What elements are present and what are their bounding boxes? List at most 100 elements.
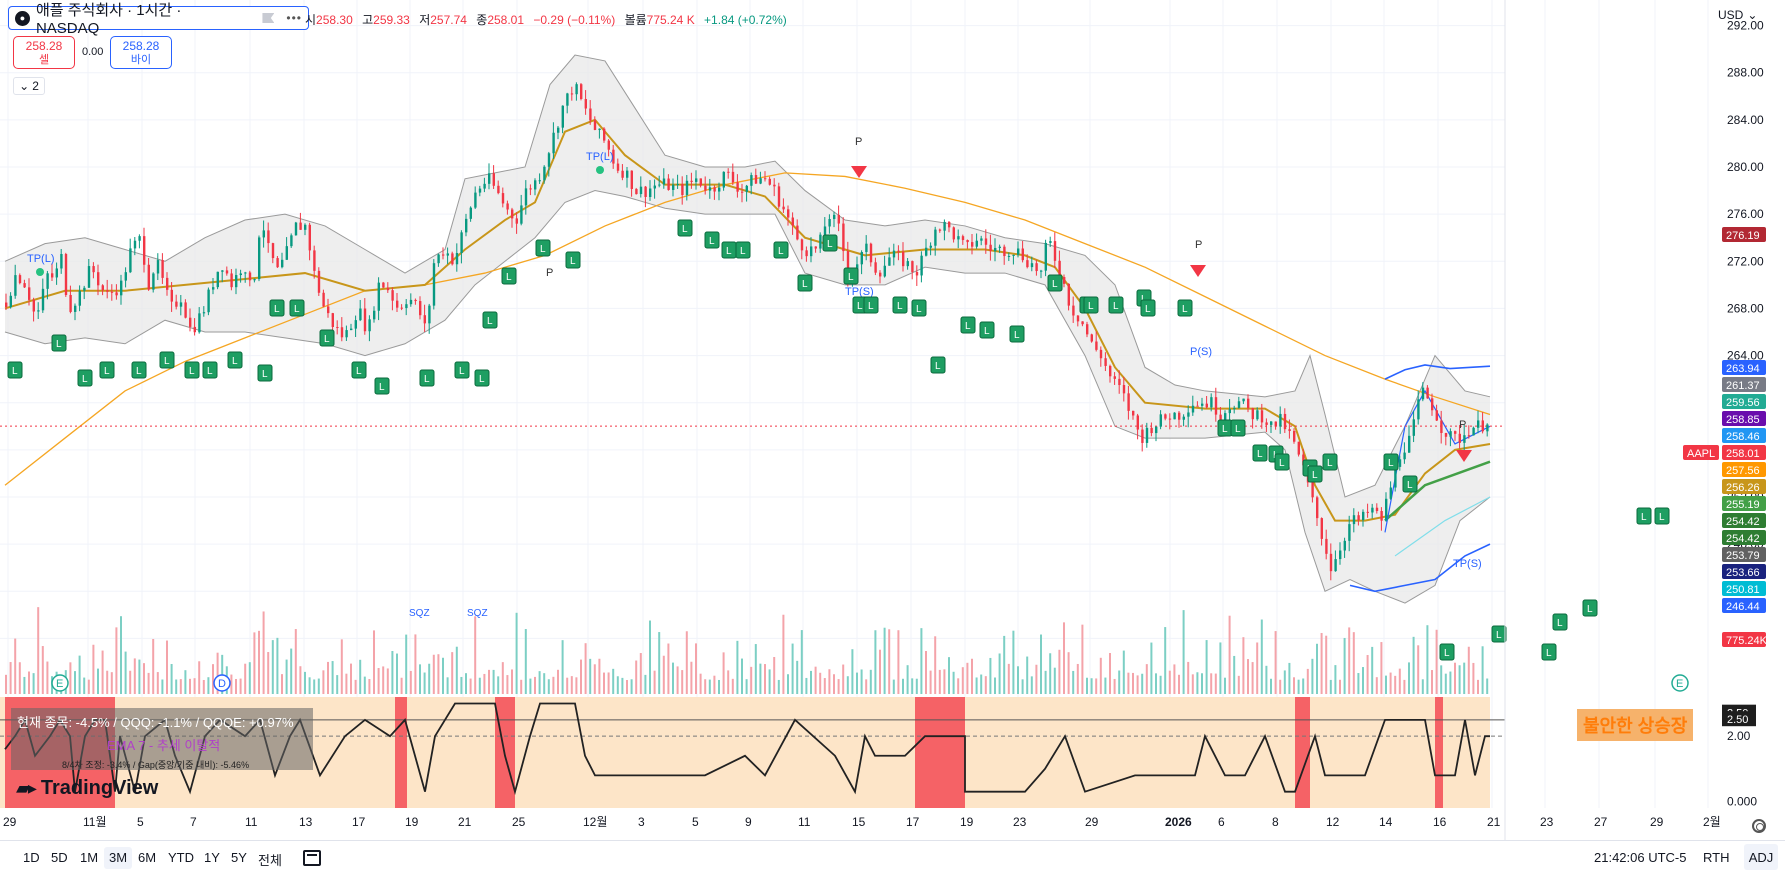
volume-bar (409, 670, 412, 694)
time-axis[interactable]: 29 11월 5 7 11 13 17 19 21 25 12월 3 5 9 11 15 17 19 23 29 202… (3, 815, 1721, 829)
volume-bar (1141, 673, 1144, 694)
long-signal-glyph: L (459, 366, 465, 377)
currency-selector[interactable]: USD ⌄ (1718, 8, 1757, 22)
long-signal-icon: L (979, 321, 995, 339)
volume-bar (230, 674, 233, 694)
candle-body (1270, 421, 1273, 425)
range-button-1m[interactable]: 1M (80, 850, 99, 865)
volume-bar (584, 643, 587, 694)
candle-body (511, 209, 514, 219)
volume-bar (1040, 634, 1042, 694)
adjust-button[interactable]: ADJ (1744, 844, 1778, 870)
long-signal-glyph: L (1113, 301, 1119, 312)
candle-body (520, 205, 523, 224)
candle-body (1072, 305, 1075, 316)
sell-label: 셀 (38, 54, 50, 66)
long-signal-box (735, 241, 751, 259)
volume-bar (888, 629, 891, 694)
range-button-5y[interactable]: 5Y (231, 850, 247, 865)
candle-body (906, 261, 909, 267)
range-button-5d[interactable]: 5D (51, 850, 68, 865)
volume-bar (1306, 668, 1309, 694)
volume-bar (1380, 642, 1383, 694)
range-button-6m[interactable]: 6M (138, 850, 157, 865)
volume-bar (1053, 667, 1056, 694)
volume-bar (212, 664, 214, 694)
candle-body (1173, 412, 1176, 420)
calendar-icon[interactable] (303, 850, 321, 866)
volume-bar (653, 670, 656, 694)
open-value: 258.30 (316, 13, 353, 27)
volume-bar (1228, 615, 1231, 694)
candle-body (1463, 435, 1466, 443)
volume-bar (9, 662, 12, 694)
volume-bar (373, 630, 375, 694)
more-options-icon[interactable]: ••• (286, 11, 302, 25)
candle-body (396, 300, 399, 308)
volume-bar (1260, 619, 1263, 694)
long-signal-glyph: L (104, 366, 110, 377)
time-tick-label: 3 (638, 815, 645, 829)
price-label-text: 246.44 (1726, 601, 1760, 613)
candle-body (409, 299, 413, 305)
volume-bar (529, 678, 532, 694)
buy-price: 258.28 (122, 39, 160, 53)
candle-body (1086, 324, 1089, 335)
volume-bar (235, 678, 237, 694)
candle-body (110, 291, 114, 293)
indicators-collapse-button[interactable]: ⌄ 2 (13, 77, 45, 95)
volume-bar (626, 679, 628, 694)
volume-bar (681, 670, 684, 694)
volume-bar (1486, 678, 1489, 694)
range-button-1y[interactable]: 1Y (204, 850, 220, 865)
candle-body (483, 183, 486, 189)
candle-body (64, 254, 68, 295)
flag-icon[interactable] (262, 13, 275, 23)
volume-bar (497, 676, 500, 694)
range-button-ytd[interactable]: YTD (168, 850, 194, 865)
long-signal-icon: L (1140, 299, 1156, 317)
buy-button[interactable]: 258.28 바이 (110, 36, 172, 69)
long-signal-glyph: L (709, 236, 715, 247)
range-button-3m[interactable]: 3M (104, 847, 133, 869)
volume-bar (1017, 666, 1019, 694)
volume-bar (465, 673, 467, 694)
long-signal-glyph: L (726, 246, 732, 257)
volume-bar (271, 640, 274, 694)
volume-bar (1044, 670, 1047, 694)
volume-bar (488, 669, 490, 694)
tradingview-logo[interactable]: ▰▸ TradingView (16, 777, 158, 800)
settings-icon[interactable] (1752, 819, 1766, 833)
volume-bar (1449, 671, 1452, 694)
volume-bar (920, 628, 923, 694)
clock-readout[interactable]: 21:42:06 UTC-5 (1594, 850, 1687, 865)
range-button-1d[interactable]: 1D (23, 850, 40, 865)
candle-body (902, 251, 905, 267)
long-signal-glyph: L (56, 339, 62, 350)
range-button-전체[interactable]: 전체 (258, 853, 282, 868)
candle-body (1371, 507, 1374, 513)
volume-bar (69, 662, 72, 694)
pivot-marker: P (855, 136, 862, 148)
price-label-badge (1722, 479, 1766, 494)
candle-body (1150, 427, 1153, 434)
symbol-title-box[interactable]: ● 애플 주식회사 · 1시간 · NASDAQ ••• (8, 2, 309, 37)
volume-bar (414, 634, 417, 694)
bollinger-bands (4, 54, 1491, 604)
volume-bar (5, 674, 7, 694)
price-tick-label: 268.00 (1727, 301, 1764, 315)
long-signal-icon: L (1217, 419, 1233, 437)
long-signal-box (1322, 453, 1338, 471)
long-signal-icon: L (1491, 625, 1507, 643)
candle-body (943, 221, 946, 231)
candle-body (290, 235, 293, 247)
candle-body (1375, 507, 1379, 511)
candle-body (9, 295, 12, 308)
volume-bar (575, 677, 578, 694)
candle-body (722, 171, 725, 188)
candles[interactable] (5, 82, 1489, 581)
long-signal-icon: L (474, 369, 490, 387)
sell-button[interactable]: 258.28 셀 (13, 36, 75, 69)
session-button[interactable]: RTH (1703, 850, 1730, 865)
